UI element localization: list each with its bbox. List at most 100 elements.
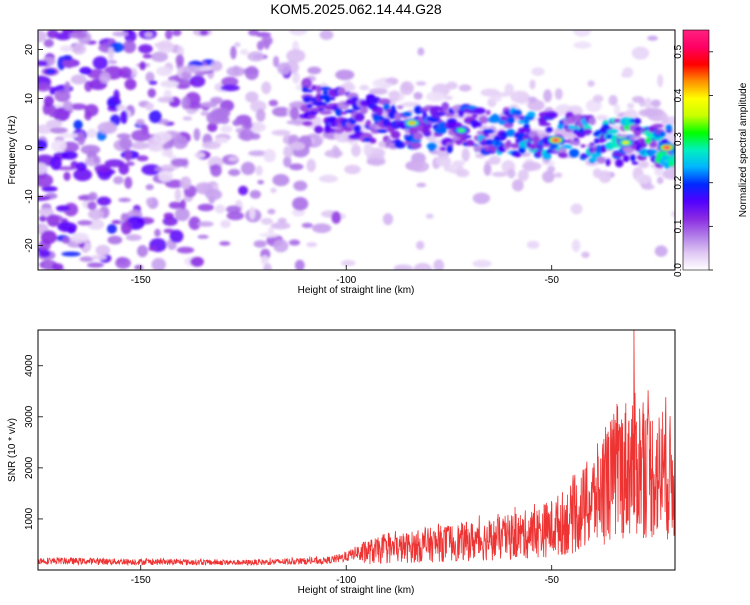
spectrogram-cell xyxy=(182,65,201,74)
spectrogram-cell xyxy=(482,129,495,134)
spectrogram-cell xyxy=(319,110,332,115)
spectrogram-cell xyxy=(74,239,83,244)
spectrogram-cell xyxy=(504,83,514,96)
spectrogram-cell xyxy=(244,66,259,80)
spectrogram-cell xyxy=(656,176,664,184)
spectrogram-cell xyxy=(273,239,289,253)
y-tick-label: 0 xyxy=(24,144,35,150)
spectrogram-cell xyxy=(64,81,71,94)
spectrogram-cell xyxy=(382,213,394,226)
y-tick-label: 2000 xyxy=(24,456,35,479)
spectrogram-cell xyxy=(255,108,266,122)
spectrogram-cell xyxy=(94,164,111,173)
spectrogram-cell xyxy=(226,211,244,221)
spectrogram-cell xyxy=(119,137,133,150)
spectrogram-cell xyxy=(289,142,306,151)
spectrogram-cell xyxy=(455,139,463,146)
spectrogram-cell xyxy=(568,148,580,158)
spectrogram-cell xyxy=(135,118,145,126)
spectrogram-cell xyxy=(207,122,218,132)
spectrogram-cell xyxy=(145,184,154,191)
spectrogram-cell xyxy=(573,30,591,37)
spectrogram-cell xyxy=(512,179,524,192)
spectrogram-cell xyxy=(568,125,576,130)
spectrogram-cell xyxy=(95,244,111,256)
spectrogram-cell xyxy=(157,96,174,103)
spectrogram-cell xyxy=(545,111,558,119)
spectrogram-cell xyxy=(413,92,423,100)
spectrogram-cell xyxy=(56,166,76,171)
spectrogram-cell xyxy=(116,257,128,265)
spectrogram-cell xyxy=(651,99,661,108)
spectrogram-cell xyxy=(372,79,386,88)
spectrogram-cell xyxy=(107,235,123,245)
spectrogram-cell xyxy=(125,234,142,241)
spectrogram-cell xyxy=(458,84,472,92)
spectrogram-cell xyxy=(38,208,55,216)
spectrogram-cell xyxy=(46,30,59,39)
spectrogram-cell xyxy=(175,54,184,66)
spectrogram-cell xyxy=(221,76,239,87)
colorbar-tick-label: 0.5 xyxy=(673,44,684,58)
spectrogram-cell xyxy=(507,115,515,125)
spectrogram-cell xyxy=(286,49,306,63)
spectrogram-cell xyxy=(401,101,421,108)
spectrogram-cell xyxy=(293,180,308,191)
spectrogram-cell xyxy=(333,147,341,159)
spectrogram-cell xyxy=(489,95,502,102)
spectrogram-cell xyxy=(46,214,60,227)
spectrogram-cell xyxy=(400,81,414,96)
spectrogram-cell xyxy=(249,206,256,220)
spectrogram-peak xyxy=(47,70,54,74)
spectrogram-cell xyxy=(225,205,242,214)
spectrogram-cell xyxy=(510,143,521,149)
spectrogram-cell xyxy=(93,155,101,164)
spectrogram-cell xyxy=(176,246,195,254)
spectrogram-cell xyxy=(253,240,267,248)
spectrogram-cell xyxy=(417,47,425,56)
spectrogram-cell xyxy=(587,80,595,87)
spectrogram-cell xyxy=(62,54,73,61)
spectrogram-cell xyxy=(63,171,71,181)
snr-frame xyxy=(37,329,676,571)
spectrogram-cell xyxy=(344,164,361,175)
spectrogram-cell xyxy=(249,190,261,199)
spectrogram-cell xyxy=(464,135,472,139)
spectrogram-cell xyxy=(88,208,104,220)
y-tick-label: 10 xyxy=(24,93,35,105)
spectrogram-cell xyxy=(573,137,580,142)
spectrogram-cell xyxy=(294,259,305,270)
spectrogram-cell xyxy=(51,263,64,270)
spectrogram-cell xyxy=(182,116,193,121)
spectrogram-cell xyxy=(288,239,301,246)
spectrogram-cell xyxy=(259,232,279,238)
spectrogram-cell xyxy=(631,161,639,165)
spectrogram-cell xyxy=(554,88,563,100)
colorbar-gradient xyxy=(683,30,709,270)
spectrogram-cell xyxy=(137,245,148,258)
spectrogram-cell xyxy=(489,155,501,165)
spectrogram-cell xyxy=(230,45,237,60)
spectrogram-cell xyxy=(177,45,184,57)
spectrogram-cell xyxy=(289,106,300,120)
spectrogram-cell xyxy=(331,211,342,224)
spectrogram-cell xyxy=(426,91,446,102)
spectrogram-cell xyxy=(79,66,92,75)
spectrogram-cell xyxy=(277,62,292,75)
spectrogram-cell xyxy=(164,179,185,189)
spectrogram-cell xyxy=(318,127,324,132)
spectrogram-cell xyxy=(291,208,306,217)
spectrogram-cell xyxy=(61,251,81,257)
spectrogram-cell xyxy=(626,103,635,109)
spectrogram-cell xyxy=(151,51,168,62)
spectrogram-cell xyxy=(289,30,308,36)
spectrogram-cell xyxy=(238,185,249,196)
spectrogram-cell xyxy=(446,144,453,154)
spectrogram-cell xyxy=(316,85,322,94)
spectrogram-cell xyxy=(292,197,309,211)
spectrogram-cell xyxy=(234,42,241,48)
spectrogram-cell xyxy=(130,141,150,150)
spectrogram-cell xyxy=(523,115,530,124)
spectrogram-cell xyxy=(434,127,447,135)
